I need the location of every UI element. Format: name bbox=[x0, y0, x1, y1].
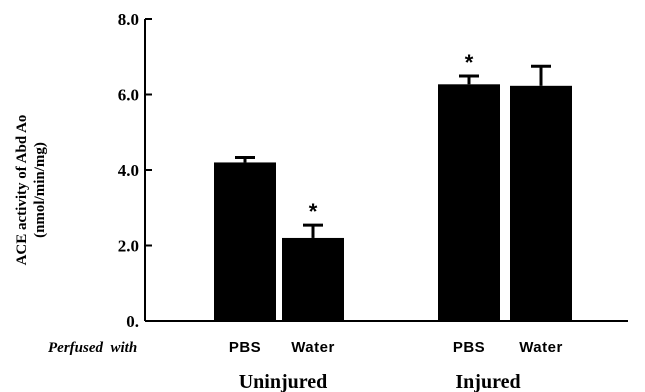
category-label: Water bbox=[291, 339, 335, 356]
perfused-with-label: Perfused with bbox=[48, 340, 137, 356]
y-tick-label: 6.0 bbox=[118, 86, 139, 105]
bars bbox=[214, 64, 572, 322]
category-label: PBS bbox=[229, 339, 261, 356]
y-axis-title-units: (nmol/min/mg) bbox=[32, 142, 48, 238]
labels: ACE activity of Abd Ao (nmol/min/mg) PBS * W… bbox=[14, 50, 563, 392]
y-tick-label: 8.0 bbox=[118, 10, 139, 29]
y-tick-label: 2.0 bbox=[118, 237, 139, 256]
group-label: Injured bbox=[455, 371, 520, 392]
category-label: Water bbox=[519, 339, 563, 356]
bar bbox=[438, 84, 500, 322]
category-label: PBS bbox=[453, 339, 485, 356]
bar bbox=[214, 162, 276, 321]
y-tick-label: 4.0 bbox=[118, 161, 139, 180]
y-tick-label: 0. bbox=[126, 312, 139, 331]
group-label: Uninjured bbox=[239, 371, 328, 392]
bar bbox=[510, 85, 572, 321]
significance-marker: * bbox=[309, 199, 318, 224]
significance-marker: * bbox=[465, 50, 474, 75]
y-axis-title: ACE activity of Abd Ao bbox=[14, 115, 30, 266]
bar bbox=[282, 237, 344, 321]
